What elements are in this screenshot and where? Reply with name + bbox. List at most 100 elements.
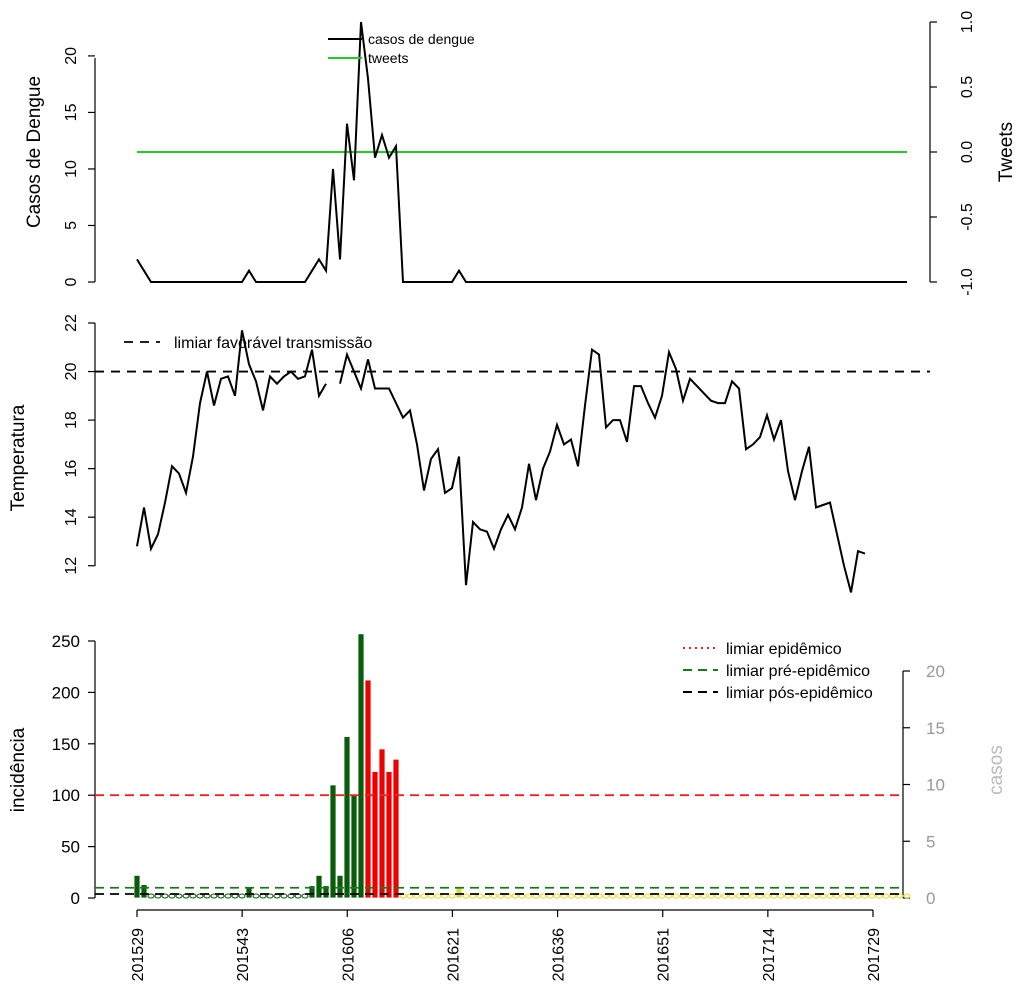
incidence-bar [385, 771, 393, 899]
incidence-bar [133, 874, 141, 899]
cases-tweets-panel: 0 5 10 15 20 -1.0 -0.5 0.0 0.5 1.0 Casos de Deng… [24, 11, 1017, 296]
incidence-zero-mark [672, 893, 680, 899]
legend-label-cases: casos de dengue [368, 31, 475, 47]
p3-y-ticks: 0 50 100 150 200 250 [52, 632, 95, 908]
incidence-zero-mark [266, 893, 274, 899]
incidence-zero-mark [630, 893, 638, 899]
p3-xtick-label: 201543 [235, 928, 252, 981]
p2-y-ticks: 12 14 16 18 20 22 [63, 314, 95, 575]
incidence-bar [371, 771, 379, 899]
p1-ytick-label: 5 [63, 221, 80, 230]
legend-label-pre-epidemic: limiar pré-epidêmico [726, 663, 870, 680]
incidence-zero-mark [763, 893, 771, 899]
incidence-zero-mark [420, 893, 428, 899]
p3-xtick-label: 201651 [656, 928, 673, 981]
p1-y2tick-label: 0.5 [959, 76, 976, 98]
incidence-bar [322, 885, 330, 899]
p1-ytick-label: 0 [63, 277, 80, 286]
legend-label-epidemic: limiar epidêmico [726, 641, 842, 658]
legend-label-tweets: tweets [368, 50, 408, 66]
p3-xtick-label: 201714 [761, 928, 778, 981]
incidence-zero-mark [882, 893, 890, 899]
incidence-zero-mark [868, 893, 876, 899]
p1-y2-ticks: -1.0 -0.5 0.0 0.5 1.0 [930, 11, 976, 296]
p3-ytick-label: 200 [52, 683, 80, 702]
p3-ytick-label: 0 [71, 889, 80, 908]
p3-xtick-label: 201636 [551, 928, 568, 981]
p2-ytick-label: 12 [63, 557, 80, 575]
p3-xtick-label: 201729 [866, 928, 883, 981]
incidence-zero-mark [854, 893, 862, 899]
p3-legend: limiar epidêmico limiar pré-epidêmico li… [683, 641, 873, 702]
p2-ylabel: Temperatura [8, 404, 29, 511]
cases-line [136, 21, 907, 283]
p1-y-ticks: 0 5 10 15 20 [63, 47, 95, 286]
incidence-zero-mark [525, 893, 533, 899]
incidence-bar [245, 886, 253, 899]
incidence-bar [315, 874, 323, 899]
incidence-zero-mark [210, 893, 218, 899]
p1-y2label: Tweets [996, 122, 1017, 182]
incidence-zero-mark [735, 893, 743, 899]
p3-y2tick-label: 20 [926, 662, 945, 681]
p2-ytick-label: 22 [63, 314, 80, 332]
p3-y2tick-label: 5 [926, 832, 935, 851]
p3-xtick-label: 201529 [130, 928, 147, 981]
incidence-bar [336, 874, 344, 899]
incidence-zero-mark [252, 893, 260, 899]
incidence-zero-mark [658, 893, 666, 899]
p1-ytick-label: 15 [63, 103, 80, 121]
incidence-zero-mark [161, 893, 169, 899]
p2-ytick-label: 18 [63, 411, 80, 429]
p1-ylabel: Casos de Dengue [24, 76, 45, 228]
incidence-bar [343, 736, 351, 899]
incidence-zero-mark [224, 893, 232, 899]
incidence-bars [133, 633, 911, 899]
incidence-zero-mark [896, 893, 904, 899]
p3-ytick-label: 150 [52, 735, 80, 754]
incidence-zero-mark [434, 893, 442, 899]
p3-ytick-label: 50 [61, 838, 80, 857]
incidence-bar [329, 784, 337, 899]
p1-y2tick-label: -1.0 [959, 268, 976, 296]
incidence-bar [455, 886, 463, 899]
incidence-zero-mark [476, 893, 484, 899]
p3-ylabel: incidência [8, 727, 29, 812]
incidence-zero-mark [553, 893, 561, 899]
p1-legend: casos de dengue tweets [328, 31, 475, 66]
p1-y2tick-label: 1.0 [959, 11, 976, 33]
incidence-bar [308, 885, 316, 899]
incidence-zero-mark [777, 893, 785, 899]
p3-ytick-label: 100 [52, 786, 80, 805]
p1-ytick-label: 20 [63, 47, 80, 65]
p3-y2-ticks: 0 5 10 15 20 [903, 662, 945, 908]
incidence-zero-mark [448, 893, 456, 899]
incidence-zero-mark [644, 893, 652, 899]
temperature-panel: 12 14 16 18 20 22 Temperatura limiar favoráve… [8, 314, 930, 593]
incidence-zero-mark [581, 893, 589, 899]
p2-ytick-label: 20 [63, 363, 80, 381]
legend-label-threshold: limiar favorável transmissão [174, 335, 372, 352]
incidence-zero-mark [539, 893, 547, 899]
p3-y2tick-label: 0 [926, 889, 935, 908]
incidence-bar [350, 794, 358, 899]
p2-legend: limiar favorável transmissão [124, 335, 372, 352]
incidence-zero-mark [840, 893, 848, 899]
incidence-bar [378, 748, 386, 899]
p3-xtick-label: 201606 [340, 928, 357, 981]
p3-xtick-label: 201621 [445, 928, 462, 981]
p3-ytick-label: 250 [52, 632, 80, 651]
p3-y2label: casos [986, 745, 1007, 795]
incidence-zero-mark [238, 893, 246, 899]
incidence-bar [357, 633, 365, 899]
incidence-zero-mark [147, 893, 155, 899]
epidemic-thresholds [95, 794, 903, 895]
incidence-bar [364, 679, 372, 899]
incidence-zero-mark [749, 893, 757, 899]
p2-ytick-label: 14 [63, 508, 80, 526]
p1-y2tick-label: -0.5 [959, 203, 976, 231]
incidence-zero-mark [903, 893, 911, 899]
p3-x-ticks: 201529 201543 201606 201621 201636 201651 2017… [130, 910, 883, 981]
legend-label-post-epidemic: limiar pós-epidêmico [726, 685, 873, 702]
